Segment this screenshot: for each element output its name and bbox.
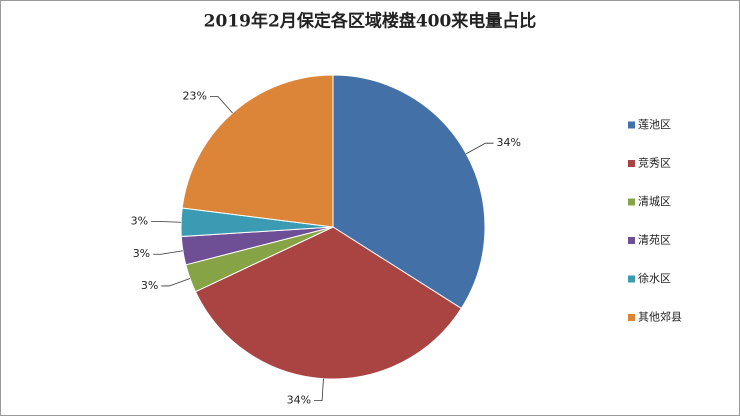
data-label: 34% [496,136,520,149]
data-label: 34% [287,394,311,407]
legend-swatch [628,237,635,244]
pie-slice [181,74,334,228]
legend-swatch [628,198,635,206]
legend-swatch [628,121,635,129]
legend-label: 其他郊县 [638,311,682,324]
legend-label: 清城区 [638,195,671,208]
data-label: 3% [131,215,148,228]
leader-line [161,278,191,287]
chart-title: 2019年2月保定各区域楼盘400来电量占比 [204,11,537,32]
leader-line [151,221,182,223]
legend-swatch [628,275,635,283]
leader-line [153,250,183,255]
legend-label: 清苑区 [638,234,671,247]
leader-line [466,142,494,155]
legend-swatch [628,314,635,321]
leader-line [209,96,233,114]
data-label: 23% [182,89,206,102]
data-label: 3% [141,279,158,292]
leader-line [314,378,324,402]
legend-label: 竞秀区 [638,156,671,170]
legend-swatch [628,160,635,167]
data-label: 3% [133,247,150,260]
legend-label: 徐水区 [638,271,671,285]
legend-label: 莲池区 [638,118,671,131]
